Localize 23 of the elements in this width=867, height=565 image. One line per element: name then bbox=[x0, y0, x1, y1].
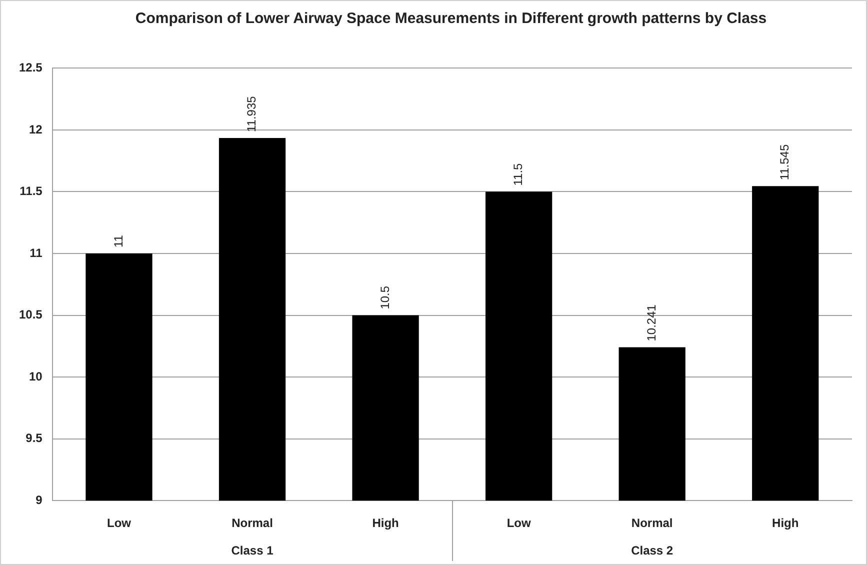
x-tick-label: Normal bbox=[232, 516, 273, 530]
y-tick-label: 9 bbox=[36, 492, 43, 507]
text: Class 1 bbox=[231, 543, 274, 558]
x-tick-label: Low bbox=[506, 516, 532, 530]
data-label: 11.545 bbox=[778, 144, 792, 180]
data-label: 11.935 bbox=[244, 96, 259, 132]
x-tick-label: High bbox=[372, 516, 399, 530]
y-tick-label: 11 bbox=[30, 246, 43, 260]
y-tick-label: 10 bbox=[28, 369, 43, 384]
data-label: 11 bbox=[111, 234, 126, 248]
y-tick-label: 12 bbox=[28, 122, 43, 136]
data-label: 10.241 bbox=[644, 304, 658, 342]
y-tick-label: 12.5 bbox=[18, 60, 43, 75]
data-label: 11.5 bbox=[511, 162, 526, 186]
x-tick-label: High bbox=[772, 516, 799, 530]
x-tick-label: Normal bbox=[631, 516, 673, 530]
y-tick-label: 11.5 bbox=[20, 184, 43, 198]
chart-title: Comparison of Lower Airway Space Measurements in Different growth patterns by Class bbox=[134, 9, 768, 29]
y-tick-label: 10.5 bbox=[18, 308, 43, 322]
x-tick-label: Low bbox=[106, 516, 132, 530]
data-label: 10.5 bbox=[378, 286, 392, 310]
y-tick-label: 9.5 bbox=[26, 431, 43, 446]
text: Class 2 bbox=[631, 543, 674, 558]
